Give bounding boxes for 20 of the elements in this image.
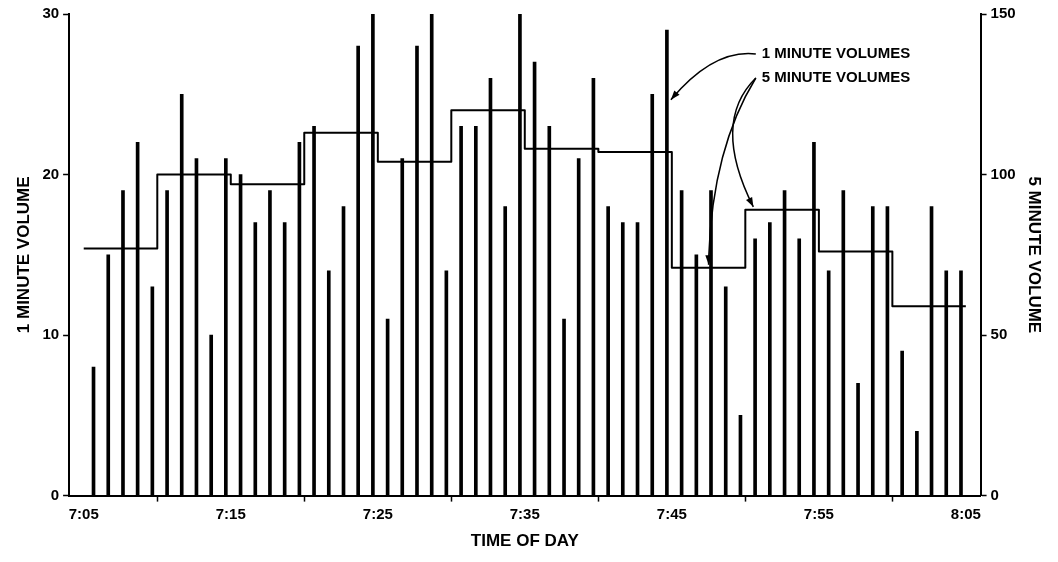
y2-tick-label: 50 [990,325,1008,343]
y2-tick-label: 0 [990,485,999,503]
y-tick-label: 10 [42,325,60,343]
x-axis-title: TIME OF DAY [470,531,580,551]
y-tick-label: 30 [42,4,60,22]
y2-tick-label: 100 [990,164,1016,182]
x-tick-label: 7:35 [509,504,540,522]
x-tick-label: 7:45 [656,504,687,522]
text: 5 MINUTE VOLUMES [761,68,911,86]
x-tick-label: 8:05 [950,504,981,522]
y-tick-label: 0 [50,485,60,503]
y2-tick-label: 150 [990,4,1016,22]
y-axis-title: 1 MINUTE VOLUME [13,176,33,334]
y2-axis-title: 5 MINUTE VOLUME [1025,176,1045,334]
x-tick-label: 7:25 [362,504,393,522]
x-tick-label: 7:05 [68,504,99,522]
x-tick-label: 7:15 [215,504,246,522]
text: 1 MINUTE VOLUMES [761,44,911,62]
x-tick-label: 7:55 [803,504,834,522]
y-tick-label: 20 [42,164,60,182]
